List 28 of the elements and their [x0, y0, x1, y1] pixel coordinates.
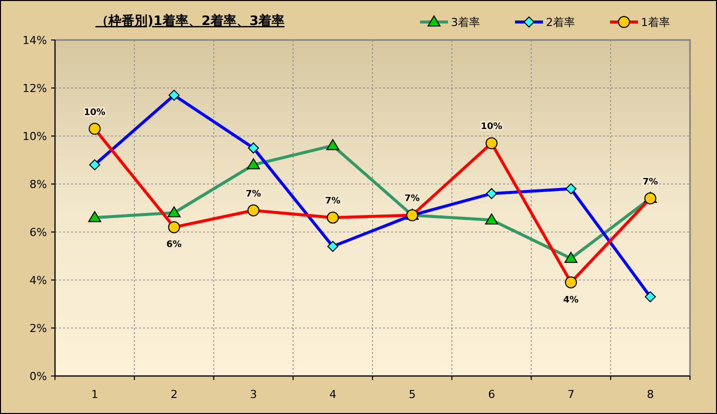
x-tick-label: 5 [408, 388, 416, 401]
legend-label: 2着率 [546, 16, 575, 29]
y-tick-label: 8% [30, 178, 47, 191]
data-label: 7% [404, 194, 420, 204]
chart-title: （枠番別)1着率、2着率、3着率 [95, 13, 285, 29]
y-tick-label: 2% [30, 322, 47, 335]
x-tick-label: 1 [91, 388, 98, 401]
data-label: 4% [563, 295, 579, 306]
x-tick-label: 3 [250, 388, 257, 401]
legend-label: 1着率 [641, 16, 670, 29]
data-label: 10% [480, 122, 502, 132]
x-tick-label: 7 [567, 388, 574, 401]
x-tick-label: 2 [170, 388, 178, 401]
y-tick-label: 14% [22, 34, 47, 47]
x-tick-label: 6 [488, 388, 496, 401]
data-label: 7% [642, 177, 658, 188]
y-tick-label: 10% [22, 130, 47, 143]
x-tick-label: 8 [646, 388, 654, 401]
y-tick-label: 0% [30, 370, 47, 383]
y-tick-label: 6% [30, 226, 47, 239]
data-label: 7% [246, 189, 262, 200]
y-tick-label: 4% [30, 274, 47, 287]
data-label: 10% [84, 108, 106, 118]
data-label: 6% [166, 240, 182, 250]
data-label: 7% [325, 196, 340, 207]
legend-label: 3着率 [451, 16, 480, 29]
y-tick-label: 12% [22, 82, 47, 95]
x-tick-label: 4 [329, 388, 336, 401]
